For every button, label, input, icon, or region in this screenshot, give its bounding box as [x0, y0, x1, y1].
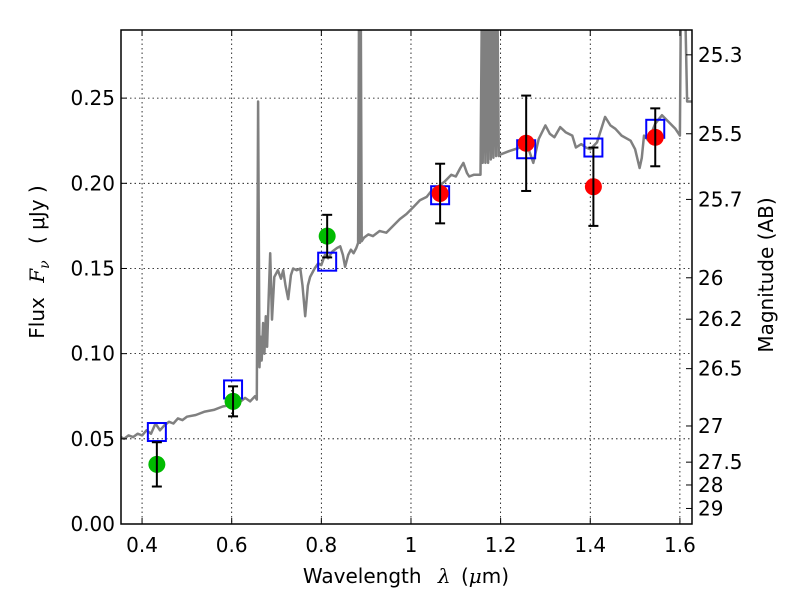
- x-tick-label: 1.4: [574, 533, 606, 557]
- y2-tick-label: 25.3: [698, 43, 743, 67]
- x-tick-label: 1: [405, 533, 418, 557]
- y-tick-label: 0.00: [70, 512, 115, 536]
- x-tick-label: 1.2: [485, 533, 517, 557]
- spectrum-line: [121, 30, 692, 441]
- y-axis-label-subscript: ν: [37, 260, 53, 269]
- x-axis-label-unit-rest: m): [482, 564, 509, 588]
- x-axis-label-symbol: λ: [437, 564, 451, 588]
- y-tick-label: 0.15: [70, 256, 115, 280]
- y-axis-label-word: Flux: [25, 297, 49, 339]
- x-tick-label: 0.4: [126, 533, 158, 557]
- y2-tick-label: 26.2: [698, 307, 743, 331]
- y-tick-label: 0.25: [70, 86, 115, 110]
- y-tick-label: 0.10: [70, 342, 115, 366]
- y2-tick-label: 26: [698, 266, 723, 290]
- y2-axis-label: Magnitude (AB): [754, 197, 778, 352]
- x-axis-label-unit-open: (: [461, 564, 469, 588]
- ticks: 0.4 0.6 0.8 1 1.2 1.4 1.6 0.00 0.05 0.10 0.15 0.20 0…: [70, 30, 743, 557]
- spectrum-layer: [121, 30, 692, 441]
- y2-tick-label: 29: [698, 496, 723, 520]
- x-axis-label-word: Wavelength: [303, 564, 422, 588]
- y2-tick-label: 25.7: [698, 187, 743, 211]
- x-tick-label: 1.6: [664, 533, 696, 557]
- y-axis-label-symbol: F: [25, 268, 49, 284]
- model-square-marker: [146, 422, 167, 443]
- y-tick-label: 0.05: [70, 427, 115, 451]
- y2-tick-label: 26.5: [698, 357, 743, 381]
- x-tick-label: 0.6: [216, 533, 248, 557]
- y-axis-label: Flux Fν ( μJy ): [25, 185, 54, 338]
- x-axis-label-unit-mu: μ: [469, 564, 482, 588]
- y2-tick-label: 25.5: [698, 122, 743, 146]
- y2-tick-label: 27: [698, 414, 723, 438]
- y-tick-label: 0.20: [70, 171, 115, 195]
- y2-tick-label: 27.5: [698, 450, 743, 474]
- y-axis-label-unit: ( μJy ): [25, 185, 49, 244]
- y2-tick-label: 28: [698, 473, 723, 497]
- marker-layer: [146, 94, 666, 488]
- plot-frame: [120, 29, 693, 525]
- x-axis-label: Wavelength λ (μm): [303, 564, 509, 588]
- x-tick-label: 0.8: [305, 533, 337, 557]
